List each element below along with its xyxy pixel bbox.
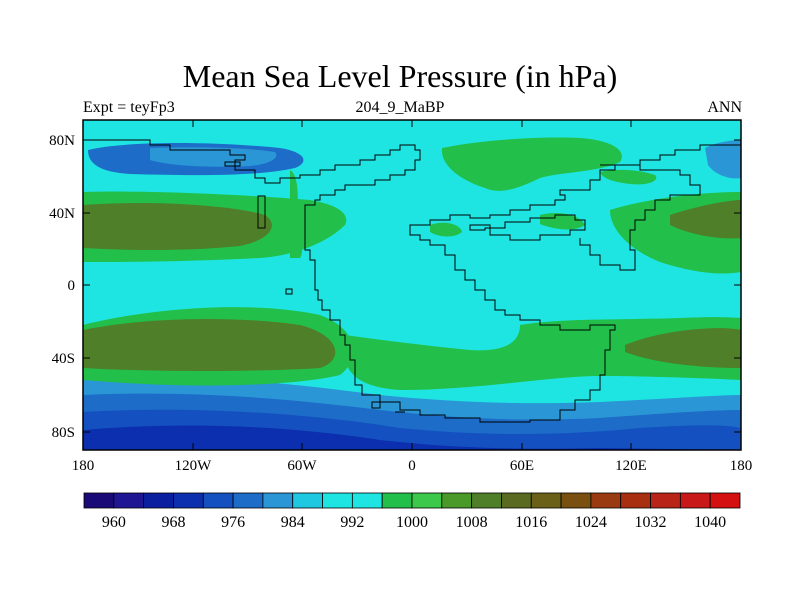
- lon-tick-label: 60W: [287, 458, 317, 474]
- colorbar-swatch: [232, 492, 264, 509]
- pressure-field: [83, 120, 741, 450]
- lon-tick-label: 120W: [175, 458, 213, 474]
- colorbar-swatch: [83, 492, 115, 509]
- lat-tick-label: 40N: [49, 206, 75, 222]
- colorbar-label: 1024: [575, 514, 607, 531]
- colorbar-swatch: [560, 492, 592, 509]
- colorbar-label: 1016: [515, 514, 547, 531]
- colorbar-swatch: [173, 492, 204, 509]
- colorbar-label: 1032: [635, 514, 667, 531]
- lon-tick-label: 180: [730, 458, 753, 474]
- lat-tick-label: 80S: [52, 425, 75, 441]
- tick-marks: [83, 120, 741, 450]
- colorbar-swatch: [262, 492, 294, 509]
- colorbar-swatch: [322, 492, 353, 509]
- colorbar-swatch: [292, 492, 323, 509]
- colorbar-swatch: [590, 492, 622, 509]
- map-title: Mean Sea Level Pressure (in hPa): [182, 58, 618, 94]
- colorbar-label: 1008: [456, 514, 488, 531]
- colorbar-swatch: [650, 492, 681, 509]
- colorbar-label: 1040: [694, 514, 726, 531]
- colorbar-labels: 960 968 976 984 992 1000 1008 1016 1024 1032 1040: [102, 514, 726, 531]
- colorbar-swatch: [530, 492, 562, 509]
- colorbar-swatch: [411, 492, 443, 509]
- lat-tick-label: 80N: [49, 133, 75, 149]
- coastlines: [83, 139, 741, 423]
- colorbar-label: 968: [161, 514, 185, 531]
- colorbar-swatch: [202, 492, 234, 509]
- lat-tick-label: 0: [68, 278, 76, 294]
- colorbar-label: 992: [340, 514, 364, 531]
- lon-tick-label: 60E: [510, 458, 534, 474]
- colorbar-label: 1000: [396, 514, 428, 531]
- colorbar-label: 960: [102, 514, 126, 531]
- colorbar-swatch: [679, 492, 711, 509]
- colorbar-swatch: [620, 492, 651, 509]
- colorbar-swatch: [709, 492, 741, 509]
- colorbar-label: 984: [281, 514, 305, 531]
- experiment-label: Expt = teyFp3: [83, 99, 175, 116]
- age-label: 204_9_MaBP: [355, 99, 445, 116]
- colorbar: [83, 492, 741, 509]
- colorbar-label: 976: [221, 514, 245, 531]
- season-label: ANN: [707, 99, 742, 116]
- colorbar-swatch: [471, 492, 502, 509]
- colorbar-swatch: [381, 492, 413, 509]
- colorbar-swatch: [351, 492, 383, 509]
- colorbar-swatch: [113, 492, 145, 509]
- lat-tick-label: 40S: [52, 351, 75, 367]
- lon-tick-label: 180: [72, 458, 95, 474]
- colorbar-swatch: [441, 492, 473, 509]
- colorbar-swatch: [501, 492, 532, 509]
- lon-tick-label: 0: [408, 458, 416, 474]
- lon-tick-label: 120E: [615, 458, 647, 474]
- colorbar-swatch: [143, 492, 174, 509]
